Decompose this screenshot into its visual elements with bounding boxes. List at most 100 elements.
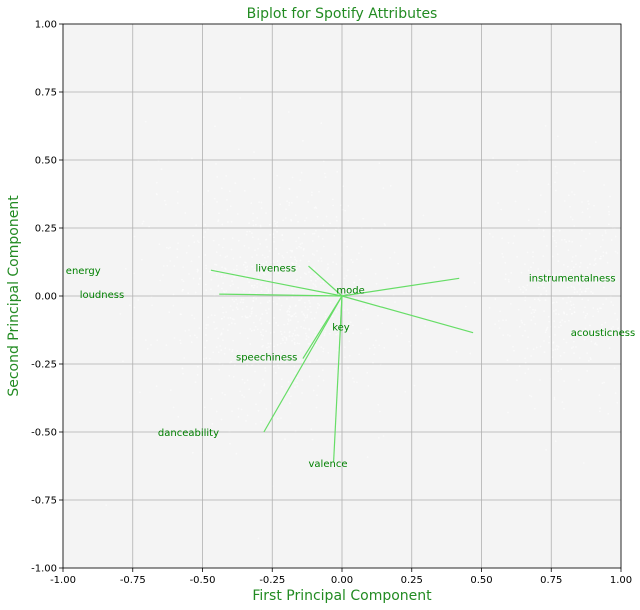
scatter-point [290, 256, 292, 258]
loading-arrow-energy [210, 269, 343, 297]
scatter-point [331, 315, 334, 318]
scatter-point [584, 327, 587, 330]
scatter-point [309, 343, 311, 345]
scatter-point [537, 286, 540, 289]
scatter-point [183, 357, 186, 359]
scatter-point [214, 125, 216, 128]
scatter-point [572, 333, 575, 335]
scatter-point [232, 309, 234, 311]
scatter-point [587, 287, 590, 290]
scatter-point [269, 233, 272, 236]
scatter-point [604, 230, 607, 232]
scatter-point [256, 328, 259, 331]
scatter-point [320, 346, 323, 348]
scatter-point [588, 203, 590, 205]
scatter-point [584, 316, 586, 319]
scatter-point [218, 243, 220, 246]
scatter-point [287, 318, 290, 321]
scatter-point [614, 392, 617, 394]
scatter-point [288, 402, 291, 405]
scatter-point [227, 329, 229, 332]
scatter-point [607, 205, 610, 208]
scatter-point [315, 285, 317, 288]
scatter-point [184, 212, 187, 214]
scatter-point [184, 330, 187, 332]
scatter-point [255, 314, 258, 317]
scatter-point [604, 281, 607, 283]
scatter-point [246, 265, 249, 268]
scatter-point [375, 339, 377, 342]
scatter-point [227, 317, 230, 319]
scatter-point [602, 239, 604, 241]
scatter-point [532, 315, 535, 318]
scatter-point [230, 220, 233, 223]
scatter-point [165, 246, 168, 249]
scatter-point [305, 332, 307, 335]
scatter-point [180, 313, 183, 316]
scatter-point [277, 367, 280, 369]
scatter-point [346, 245, 349, 248]
scatter-point [333, 234, 336, 237]
scatter-point [260, 390, 262, 392]
scatter-point [204, 254, 207, 256]
scatter-point [122, 360, 124, 363]
scatter-point [262, 334, 265, 337]
scatter-point [584, 306, 586, 309]
scatter-point [242, 301, 245, 304]
scatter-point [279, 308, 282, 311]
scatter-point [311, 240, 314, 242]
scatter-point [305, 273, 307, 275]
scatter-point [267, 255, 269, 258]
scatter-point [518, 365, 521, 367]
scatter-point [614, 312, 616, 315]
scatter-point [237, 416, 240, 418]
scatter-point [310, 275, 312, 278]
scatter-point [559, 354, 562, 357]
scatter-point [281, 337, 284, 340]
scatter-point [264, 367, 266, 369]
scatter-point [372, 361, 374, 364]
scatter-point [255, 403, 257, 406]
scatter-point [235, 298, 238, 301]
scatter-point [584, 336, 587, 338]
scatter-point [347, 367, 349, 369]
scatter-point [246, 277, 249, 280]
scatter-point [254, 249, 256, 252]
scatter-point [160, 168, 163, 171]
scatter-point [299, 243, 302, 246]
scatter-point [612, 326, 614, 328]
scatter-point [231, 280, 234, 282]
scatter-point [610, 239, 613, 241]
scatter-point [193, 317, 196, 320]
scatter-point [308, 271, 310, 273]
scatter-point [492, 236, 494, 238]
scatter-point [204, 283, 207, 286]
scatter-point [499, 310, 501, 313]
scatter-point [268, 250, 271, 252]
scatter-point [258, 319, 261, 321]
scatter-point [544, 210, 547, 213]
scatter-point [566, 286, 569, 289]
scatter-point [516, 170, 518, 173]
scatter-point [570, 296, 573, 299]
scatter-point [345, 274, 348, 277]
scatter-point [211, 422, 214, 425]
scatter-point [205, 264, 207, 267]
scatter-point [573, 193, 576, 196]
scatter-point [342, 185, 345, 188]
scatter-point [252, 350, 255, 353]
scatter-point [182, 266, 185, 268]
scatter-point [400, 332, 403, 335]
scatter-point [572, 303, 575, 306]
scatter-point [548, 281, 551, 284]
scatter-point [281, 239, 284, 241]
scatter-point [523, 323, 526, 326]
scatter-point [233, 318, 235, 321]
scatter-point [492, 157, 494, 159]
scatter-point [599, 407, 601, 410]
scatter-point [225, 175, 228, 177]
scatter-point [124, 267, 127, 270]
scatter-point [169, 260, 172, 262]
scatter-point [323, 282, 325, 285]
scatter-point [181, 290, 184, 292]
